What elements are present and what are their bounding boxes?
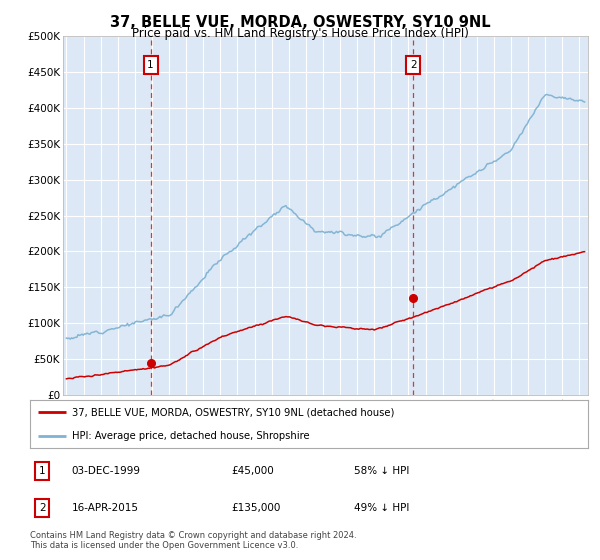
Text: 16-APR-2015: 16-APR-2015 [72, 503, 139, 513]
Text: 1: 1 [39, 466, 46, 476]
Text: 03-DEC-1999: 03-DEC-1999 [72, 466, 141, 476]
Text: 37, BELLE VUE, MORDA, OSWESTRY, SY10 9NL (detached house): 37, BELLE VUE, MORDA, OSWESTRY, SY10 9NL… [72, 407, 394, 417]
Text: 49% ↓ HPI: 49% ↓ HPI [353, 503, 409, 513]
Text: 2: 2 [39, 503, 46, 513]
Text: 1: 1 [147, 60, 154, 70]
Text: Contains HM Land Registry data © Crown copyright and database right 2024.
This d: Contains HM Land Registry data © Crown c… [30, 531, 356, 550]
Text: 2: 2 [410, 60, 417, 70]
Text: Price paid vs. HM Land Registry's House Price Index (HPI): Price paid vs. HM Land Registry's House … [131, 27, 469, 40]
Text: £45,000: £45,000 [231, 466, 274, 476]
Text: HPI: Average price, detached house, Shropshire: HPI: Average price, detached house, Shro… [72, 431, 310, 441]
Text: 58% ↓ HPI: 58% ↓ HPI [353, 466, 409, 476]
Text: £135,000: £135,000 [231, 503, 280, 513]
Text: 37, BELLE VUE, MORDA, OSWESTRY, SY10 9NL: 37, BELLE VUE, MORDA, OSWESTRY, SY10 9NL [110, 15, 490, 30]
